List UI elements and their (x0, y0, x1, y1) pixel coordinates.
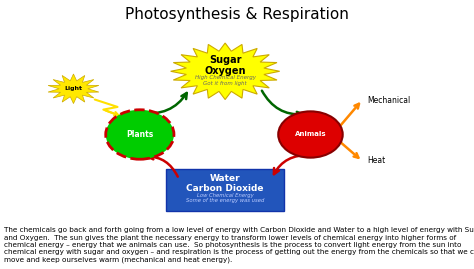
Text: Got it from light: Got it from light (203, 81, 247, 86)
Text: Low Chemical Energy: Low Chemical Energy (197, 193, 254, 197)
Text: Photosynthesis & Respiration: Photosynthesis & Respiration (125, 7, 349, 22)
Text: The chemicals go back and forth going from a low level of energy with Carbon Dio: The chemicals go back and forth going fr… (4, 227, 474, 263)
Text: Light: Light (64, 86, 82, 91)
Text: Plants: Plants (126, 130, 154, 139)
Text: Mechanical: Mechanical (367, 96, 410, 105)
Polygon shape (48, 74, 99, 104)
Text: Heat: Heat (367, 155, 386, 165)
Ellipse shape (278, 111, 343, 158)
Text: High Chemical Energy: High Chemical Energy (195, 75, 255, 80)
Text: Water
Carbon Dioxide: Water Carbon Dioxide (186, 174, 264, 193)
FancyBboxPatch shape (166, 169, 284, 211)
Text: Some of the energy was used: Some of the energy was used (186, 198, 264, 203)
Text: Sugar
Oxygen: Sugar Oxygen (204, 55, 246, 76)
Polygon shape (171, 43, 280, 100)
Text: Animals: Animals (295, 132, 326, 137)
Ellipse shape (106, 110, 174, 159)
